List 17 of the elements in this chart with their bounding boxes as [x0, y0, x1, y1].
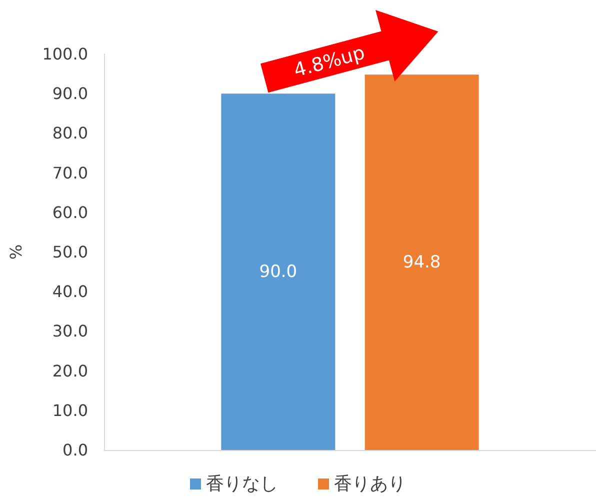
data-label: 94.8 [402, 252, 441, 272]
y-tick-label: 0.0 [62, 440, 88, 460]
y-tick-label: 50.0 [52, 242, 88, 262]
y-tick-label: 100.0 [42, 44, 88, 64]
y-tick-label: 30.0 [52, 322, 88, 341]
y-tick-label: 40.0 [52, 282, 88, 302]
y-tick-label: 80.0 [52, 124, 88, 143]
y-tick-label: 60.0 [52, 202, 88, 222]
y-tick-label: 20.0 [52, 361, 88, 380]
y-tick-label: 10.0 [52, 400, 88, 420]
legend-label: 香りあり [334, 474, 406, 494]
y-axis-title: % [6, 244, 26, 260]
annotation: 4.8%up [292, 42, 368, 82]
y-tick-label: 90.0 [52, 84, 88, 104]
y-tick-label: 70.0 [52, 163, 88, 182]
data-label: 90.0 [259, 262, 298, 282]
legend-label: 香りなし [206, 474, 278, 494]
